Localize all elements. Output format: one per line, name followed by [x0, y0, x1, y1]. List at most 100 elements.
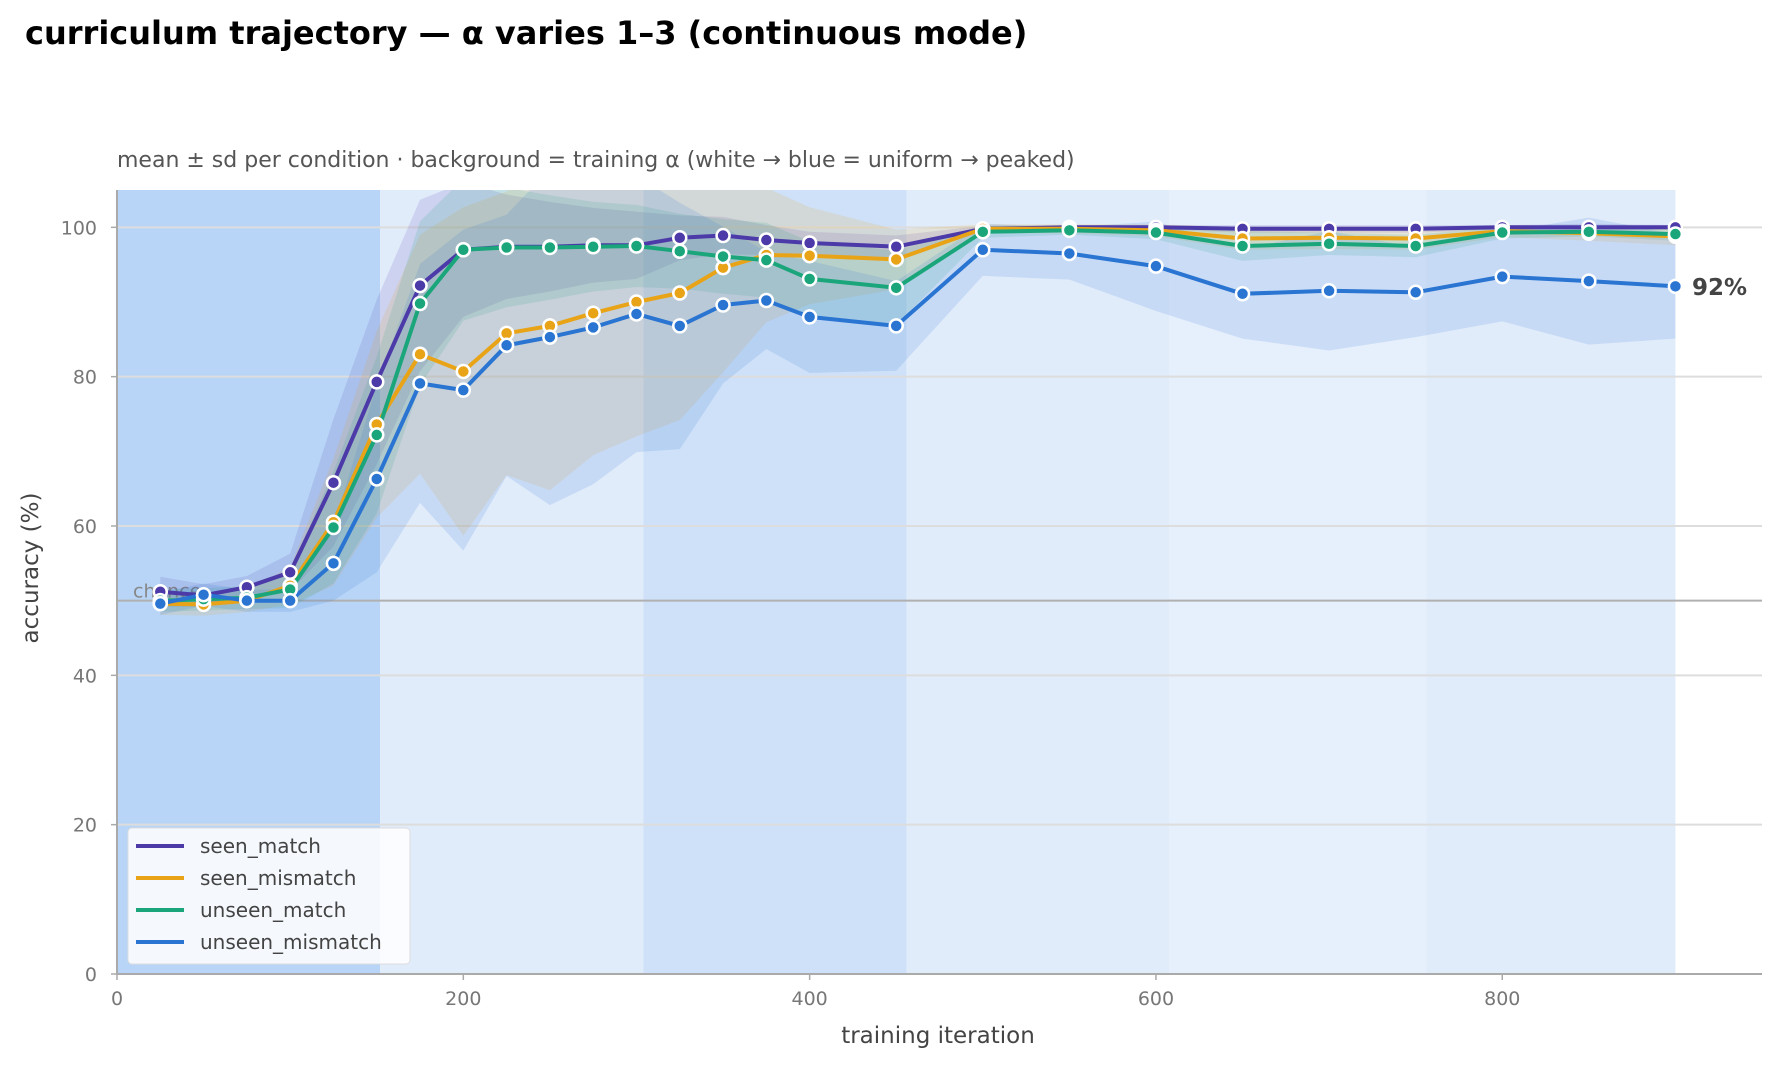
point-unseen_mismatch-750 [1407, 284, 1424, 301]
point-unseen_mismatch-175 [412, 375, 428, 392]
point-seen_match-375 [758, 232, 775, 248]
point-unseen_mismatch-500 [975, 241, 991, 258]
y-tick-label-80: 80 [73, 367, 97, 389]
legend-label-unseen_match: unseen_match [200, 898, 346, 922]
point-unseen_mismatch-850 [1581, 273, 1597, 289]
line-unseen_mismatch [159, 247, 1676, 606]
point-seen_mismatch-325 [672, 285, 688, 301]
alpha-band-1 [380, 190, 644, 974]
point-unseen_mismatch-75 [239, 592, 255, 609]
point-seen_match-450 [888, 238, 904, 255]
point-unseen_match-750 [1407, 238, 1424, 254]
sd-band-seen_mismatch [160, 190, 1676, 616]
point-unseen_mismatch-25 [152, 595, 169, 612]
point-seen_mismatch-175 [412, 346, 428, 363]
axes: 0 20 40 60 80 100 0 200 400 600 800 [61, 190, 1762, 1010]
point-seen_mismatch-275 [585, 305, 601, 321]
series-lines [159, 225, 1676, 607]
point-seen_match-100 [282, 564, 298, 581]
point-seen_mismatch-450 [888, 251, 904, 268]
point-unseen_match-175 [412, 295, 428, 312]
point-unseen_mismatch-275 [585, 319, 601, 336]
point-unseen_mismatch-50 [195, 586, 212, 603]
gridlines [117, 226, 1762, 826]
sd-band-unseen_match [160, 190, 1676, 612]
point-unseen_match-650 [1234, 238, 1251, 254]
point-unseen_match-700 [1321, 236, 1337, 252]
x-tick-label-800: 800 [1484, 988, 1520, 1010]
point-seen_match-150 [368, 374, 385, 390]
point-unseen_match-500 [975, 224, 991, 240]
x-tick-label-600: 600 [1138, 988, 1174, 1010]
end-value-label: 92% [1692, 275, 1747, 301]
y-tick-label-60: 60 [73, 516, 97, 538]
alpha-band-5 [1426, 190, 1676, 974]
point-unseen_match-375 [758, 252, 775, 268]
sd-bands [160, 190, 1676, 616]
sd-band-seen_match [160, 190, 1676, 607]
point-seen_match-400 [801, 235, 818, 251]
point-unseen_mismatch-375 [758, 292, 775, 309]
point-unseen_mismatch-900 [1667, 278, 1684, 295]
chart-subtitle: mean ± sd per condition · background = t… [117, 148, 1075, 173]
point-unseen_match-350 [715, 248, 731, 265]
point-unseen_match-900 [1667, 226, 1684, 242]
point-unseen_mismatch-600 [1148, 258, 1164, 274]
y-tick-label-20: 20 [73, 815, 97, 837]
point-seen_mismatch-400 [801, 247, 818, 264]
point-unseen_mismatch-700 [1321, 283, 1337, 299]
line-seen_match [160, 225, 1676, 598]
x-tick-label-0: 0 [111, 988, 123, 1010]
point-unseen_match-125 [325, 519, 342, 536]
x-tick-label-200: 200 [445, 988, 481, 1010]
chart-title: curriculum trajectory — α varies 1–3 (co… [25, 14, 1028, 52]
legend: seen_match seen_mismatch unseen_matchunsee… [127, 827, 411, 965]
alpha-band-3 [906, 190, 1170, 974]
point-unseen_mismatch-225 [498, 337, 515, 354]
point-unseen_mismatch-150 [368, 471, 385, 487]
point-unseen_match-225 [498, 239, 515, 256]
line-seen_mismatch [160, 226, 1676, 607]
y-tick-label-100: 100 [61, 217, 97, 239]
legend-label-unseen_mismatch: unseen_mismatch [200, 930, 382, 954]
point-seen_mismatch-200 [455, 363, 472, 380]
line-unseen_match [160, 228, 1676, 603]
point-unseen_match-550 [1061, 222, 1078, 239]
series-points [152, 219, 1684, 613]
point-unseen_mismatch-550 [1061, 245, 1078, 262]
point-unseen_match-200 [455, 241, 472, 258]
point-unseen_mismatch-350 [715, 297, 731, 313]
y-tick-label-40: 40 [73, 665, 97, 687]
point-unseen_match-400 [801, 271, 818, 287]
legend-label-seen_mismatch: seen_mismatch [200, 866, 356, 890]
x-axis-title: training iteration [841, 1023, 1035, 1049]
point-unseen_mismatch-800 [1494, 268, 1511, 285]
point-unseen_match-275 [585, 238, 601, 255]
point-unseen_match-850 [1581, 224, 1597, 240]
point-unseen_mismatch-400 [801, 309, 818, 325]
point-unseen_mismatch-200 [455, 382, 472, 398]
alpha-band-4 [1169, 190, 1427, 974]
point-seen_match-325 [672, 230, 688, 246]
point-unseen_match-325 [672, 243, 688, 259]
y-tick-label-0: 0 [85, 964, 97, 986]
x-tick-label-400: 400 [791, 988, 827, 1010]
point-unseen_mismatch-300 [628, 306, 645, 322]
sd-band-unseen_mismatch [160, 190, 1676, 615]
point-unseen_mismatch-100 [282, 592, 298, 609]
point-unseen_mismatch-650 [1234, 286, 1251, 302]
point-unseen_mismatch-325 [672, 318, 688, 334]
point-seen_match-175 [412, 277, 428, 294]
point-unseen_mismatch-450 [888, 318, 904, 334]
legend-label-seen_match: seen_match [200, 834, 321, 858]
point-unseen_match-150 [368, 427, 385, 443]
point-seen_match-125 [325, 474, 342, 491]
point-unseen_match-300 [628, 238, 645, 254]
y-axis-title: accuracy (%) [18, 493, 44, 644]
point-unseen_match-250 [542, 239, 558, 256]
point-unseen_mismatch-250 [542, 329, 558, 345]
point-unseen_mismatch-125 [325, 555, 342, 572]
point-unseen_match-800 [1494, 224, 1511, 241]
